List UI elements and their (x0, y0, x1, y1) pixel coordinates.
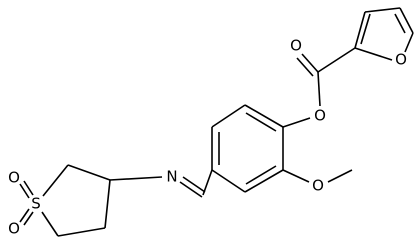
atom-label: O (8, 169, 20, 187)
atom-label: N (166, 168, 177, 186)
atom-label: S (31, 195, 41, 213)
atom-label: O (290, 37, 302, 55)
atom-label: O (312, 177, 324, 195)
atom-label: O (8, 220, 20, 238)
atom-label: O (395, 51, 407, 69)
bonds (19, 7, 414, 237)
atom-label: O (314, 107, 326, 125)
